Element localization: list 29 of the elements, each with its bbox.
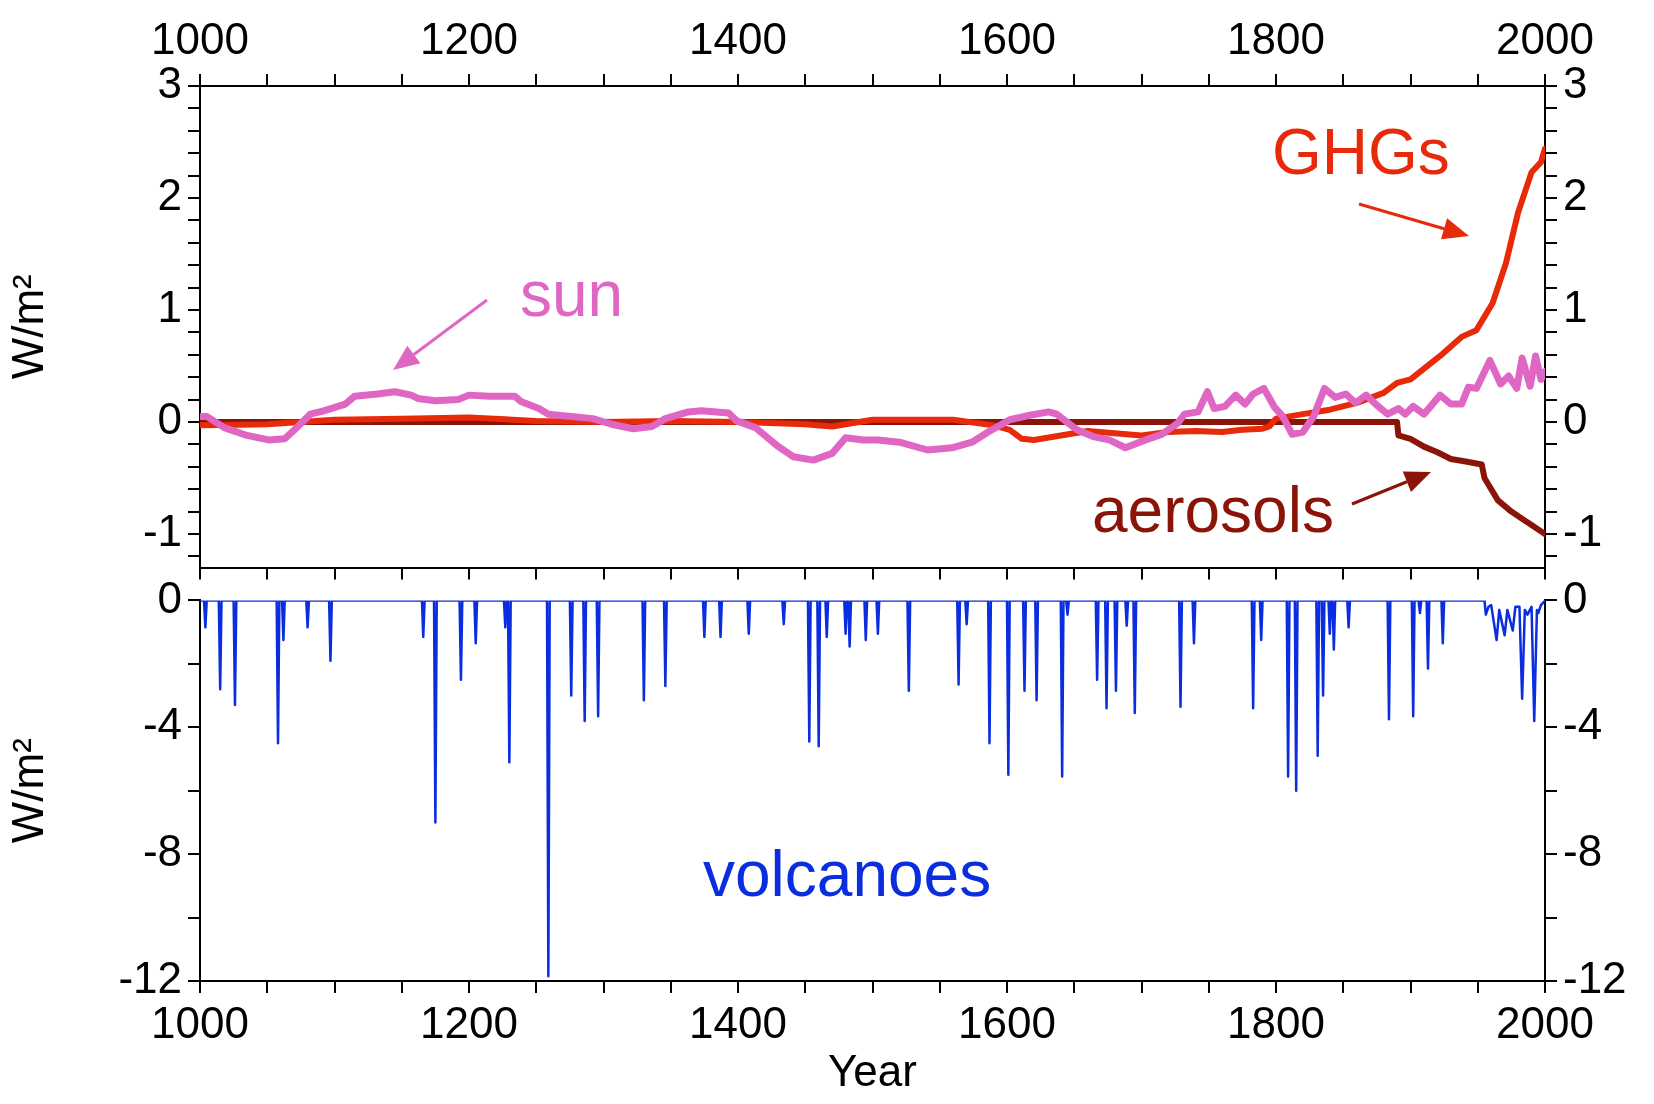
y2-tick-label: 1 (1563, 282, 1588, 332)
y-tick-label: -1 (142, 506, 182, 556)
y-tick-label: -4 (142, 699, 182, 749)
y-tick-label: 2 (157, 170, 182, 220)
x-axis-title: Year (828, 1045, 917, 1095)
series-label: volcanoes (703, 838, 992, 910)
y2-tick-label: 0 (1563, 394, 1588, 444)
x-tick-label: 1600 (958, 13, 1056, 63)
y2-tick-label: -1 (1563, 506, 1603, 556)
y2-tick-label: -8 (1563, 826, 1603, 876)
x-tick-label: 1400 (689, 13, 787, 63)
legend-label: sun (520, 258, 624, 330)
x-tick-label: 1800 (1227, 13, 1325, 63)
x-tick-label: 1200 (420, 997, 518, 1047)
y2-tick-label: 0 (1563, 572, 1588, 622)
series-label: aerosols (1092, 474, 1334, 546)
x-tick-label: 1200 (420, 13, 518, 63)
y-axis-title: W/m² (2, 738, 52, 844)
x-tick-label: 1600 (958, 997, 1056, 1047)
series-label: GHGs (1272, 116, 1450, 188)
x-tick-label: 1400 (689, 997, 787, 1047)
y2-tick-label: 2 (1563, 170, 1588, 220)
y-tick-label: -8 (142, 826, 182, 876)
y-tick-label: 0 (157, 394, 182, 444)
x-tick-label: 1800 (1227, 997, 1325, 1047)
y-axis-title: W/m² (2, 274, 52, 380)
y-tick-label: 1 (157, 282, 182, 332)
y-tick-label: 0 (157, 572, 182, 622)
y2-tick-label: -4 (1563, 699, 1603, 749)
